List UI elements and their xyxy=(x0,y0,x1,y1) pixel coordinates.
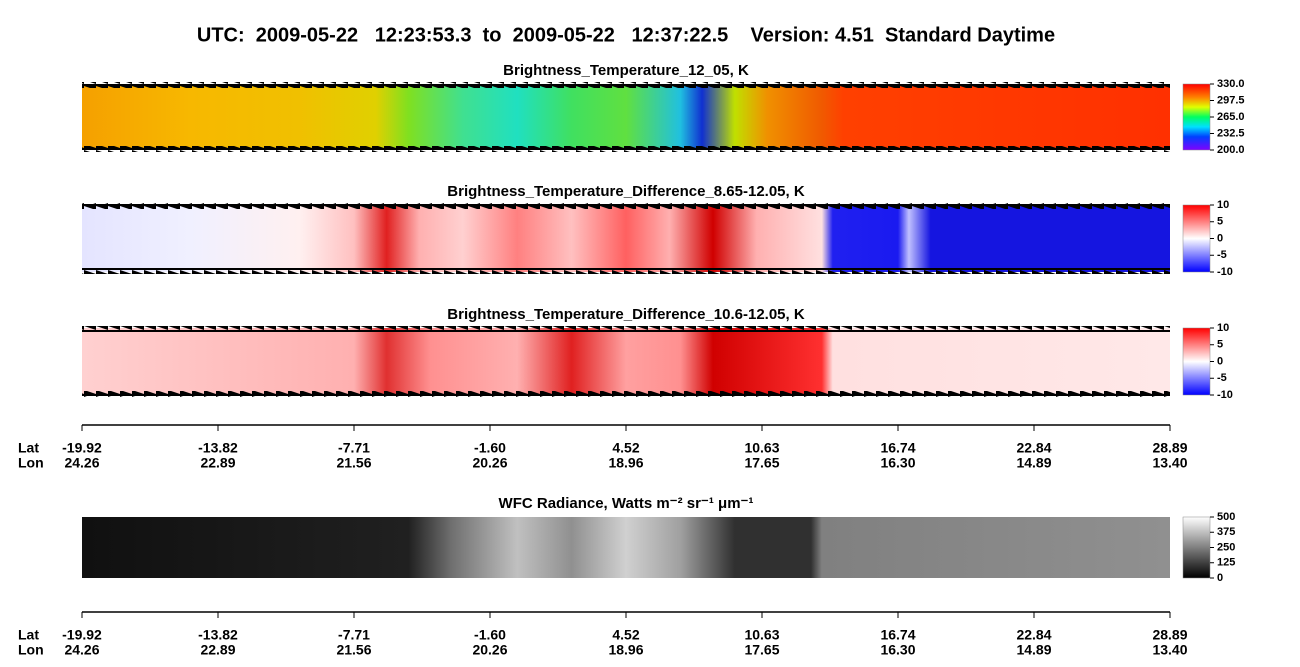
lon-label: Lon xyxy=(18,455,44,471)
lat-tick-label: -19.92 xyxy=(62,440,102,456)
lat-label: Lat xyxy=(18,440,39,456)
colorbar xyxy=(1182,516,1211,579)
lon-label: Lon xyxy=(18,642,44,658)
swath-image xyxy=(82,328,1170,395)
swath-image xyxy=(82,517,1170,578)
colorbar xyxy=(1182,83,1211,151)
page-title: UTC: 2009-05-22 12:23:53.3 to 2009-05-22… xyxy=(197,24,1055,46)
colorbar xyxy=(1182,327,1211,396)
swath-edge xyxy=(82,391,1170,397)
colorbar-label: 125 xyxy=(1217,557,1235,569)
swath-edge xyxy=(82,203,1170,209)
panel-title: Brightness_Temperature_12_05, K xyxy=(503,62,749,79)
swath-image xyxy=(82,84,1170,150)
lat-tick-label: 4.52 xyxy=(612,440,639,456)
lat-tick-label: -7.71 xyxy=(338,627,370,643)
colorbar-label: 265.0 xyxy=(1217,111,1245,123)
lat-tick-label: 10.63 xyxy=(744,440,779,456)
lon-tick-label: 13.40 xyxy=(1152,642,1187,658)
lat-tick-label: 28.89 xyxy=(1152,627,1187,643)
colorbar-label: -10 xyxy=(1217,266,1233,278)
lat-tick-label: 16.74 xyxy=(880,627,915,643)
lat-tick-label: 22.84 xyxy=(1016,627,1051,643)
lon-tick-label: 22.89 xyxy=(200,642,235,658)
colorbar-label: 10 xyxy=(1217,199,1229,211)
swath-edge xyxy=(82,268,1170,274)
lat-tick-label: -13.82 xyxy=(198,627,238,643)
panel-title: Brightness_Temperature_Difference_8.65-1… xyxy=(447,183,805,200)
lat-tick-label: 28.89 xyxy=(1152,440,1187,456)
colorbar-label: 330.0 xyxy=(1217,78,1245,90)
colorbar-label: 0 xyxy=(1217,572,1223,584)
lon-tick-label: 21.56 xyxy=(336,642,371,658)
colorbar-label: 200.0 xyxy=(1217,144,1245,156)
lon-tick-label: 18.96 xyxy=(608,642,643,658)
colorbar-label: 5 xyxy=(1217,216,1223,228)
lon-tick-label: 24.26 xyxy=(64,642,99,658)
lat-tick-label: -1.60 xyxy=(474,440,506,456)
lon-tick-label: 17.65 xyxy=(744,455,779,471)
lon-tick-label: 16.30 xyxy=(880,455,915,471)
lon-tick-label: 21.56 xyxy=(336,455,371,471)
colorbar-label: 232.5 xyxy=(1217,127,1245,139)
colorbar-label: -10 xyxy=(1217,389,1233,401)
panel-title: WFC Radiance, Watts m⁻² sr⁻¹ μm⁻¹ xyxy=(499,495,754,512)
colorbar-label: 10 xyxy=(1217,322,1229,334)
lon-tick-label: 17.65 xyxy=(744,642,779,658)
lon-tick-label: 13.40 xyxy=(1152,455,1187,471)
colorbar-label: -5 xyxy=(1217,249,1227,261)
lon-tick-label: 22.89 xyxy=(200,455,235,471)
lat-tick-label: -13.82 xyxy=(198,440,238,456)
lat-tick-label: -7.71 xyxy=(338,440,370,456)
lon-tick-label: 20.26 xyxy=(472,455,507,471)
lon-tick-label: 14.89 xyxy=(1016,455,1051,471)
lat-tick-label: -1.60 xyxy=(474,627,506,643)
colorbar-label: -5 xyxy=(1217,372,1227,384)
lat-tick-label: 4.52 xyxy=(612,627,639,643)
colorbar-label: 500 xyxy=(1217,511,1235,523)
colorbar-label: 375 xyxy=(1217,526,1235,538)
lon-tick-label: 14.89 xyxy=(1016,642,1051,658)
lat-tick-label: -19.92 xyxy=(62,627,102,643)
lat-tick-label: 16.74 xyxy=(880,440,915,456)
swath-edge xyxy=(82,326,1170,332)
colorbar-label: 5 xyxy=(1217,339,1223,351)
lon-tick-label: 18.96 xyxy=(608,455,643,471)
lon-tick-label: 24.26 xyxy=(64,455,99,471)
lon-tick-label: 20.26 xyxy=(472,642,507,658)
lon-tick-label: 16.30 xyxy=(880,642,915,658)
panel-title: Brightness_Temperature_Difference_10.6-1… xyxy=(447,306,805,323)
colorbar xyxy=(1182,204,1211,273)
colorbar-label: 250 xyxy=(1217,541,1235,553)
lat-tick-label: 22.84 xyxy=(1016,440,1051,456)
colorbar-label: 297.5 xyxy=(1217,94,1245,106)
swath-image xyxy=(82,205,1170,272)
swath-edge xyxy=(82,146,1170,152)
colorbar-label: 0 xyxy=(1217,355,1223,367)
swath-edge xyxy=(82,82,1170,88)
colorbar-label: 0 xyxy=(1217,232,1223,244)
lat-tick-label: 10.63 xyxy=(744,627,779,643)
lat-label: Lat xyxy=(18,627,39,643)
